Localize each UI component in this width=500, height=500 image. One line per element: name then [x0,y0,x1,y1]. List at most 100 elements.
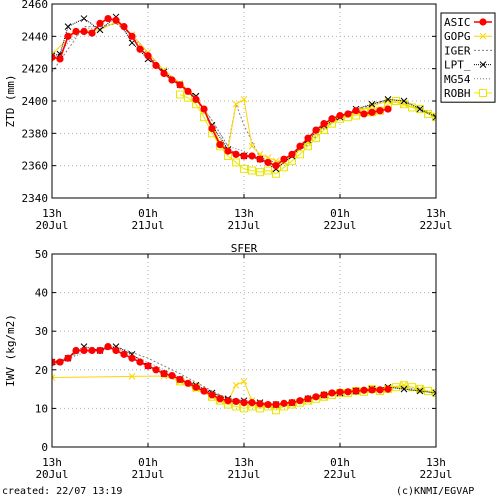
iwv-series-gopg-point [128,373,136,380]
ztd-series-asic-point [344,110,352,118]
ztd-series-robh-point [304,142,312,151]
ztd-series-gopg-point [248,142,256,150]
ztd-series-robh-point [176,90,184,99]
ztd-series-asic-point [288,150,296,158]
iwv-series-asic-point [248,399,256,407]
ztd-series-asic-point [264,158,272,167]
ztd-series-robh-point [416,105,424,114]
ztd-series-robh-point [312,134,320,143]
iwv-series-asic-point [104,343,112,351]
ztd-series-asic-point [192,95,200,103]
ztd-plot-area [52,13,436,178]
legend-box [440,12,496,103]
ztd-ytick-label: 2420 [22,63,49,76]
ztd-series-asic-point [352,107,360,115]
iwv-xtick-label: 21Jul [227,468,260,481]
ztd-series-lpt-point [416,105,424,113]
ztd-series-asic-point [120,23,128,31]
iwv-series-asic-point [328,389,336,397]
ztd-series-lpt-point [64,23,72,30]
ztd-series-robh-point [280,163,288,172]
ztd-series-asic-point [312,126,320,134]
ztd-ytick-label: 2340 [22,192,49,205]
ztd-series-asic-point [320,120,328,128]
ztd-series-asic-point [168,76,176,84]
ztd-series-robh-point [248,166,256,175]
legend-robh-label: ROBH [444,87,471,100]
iwv-xtick-label: 01h [138,456,158,469]
ztd-series-asic-point [200,105,208,113]
ztd-series-asic-point [208,124,216,133]
ztd-series-robh-point [272,169,280,178]
iwv-series-robh-point [408,383,416,392]
iwv-series-asic-point [360,386,368,394]
ztd-series-lpt-point [432,113,436,121]
ztd-series-asic-point [256,155,264,163]
ztd-series-asic-point [56,55,64,63]
iwv-series-asic-point [120,350,128,358]
ztd-series-asic-point [112,16,120,24]
ztd-series-asic-point [376,107,384,115]
ztd-series-asic-point [88,29,96,37]
ztd-series-asic-point [272,162,280,170]
ztd-series-asic-point [240,152,248,160]
legend-gopg-label: GOPG [444,30,471,43]
iwv-series-lpt-point [416,387,424,395]
ztd-series-asic-point [216,141,224,149]
ztd-series-asic-point [80,27,88,36]
iwv-y-axis-label: IWV (kg/m2) [4,314,17,387]
ztd-series-asic-point [136,45,144,53]
iwv-series-asic-point [216,395,224,403]
ztd-series-lpt-point [80,15,88,22]
ztd-xtick-label: 22Jul [419,219,452,232]
iwv-series-asic-point [168,371,176,380]
ztd-series-asic-point [104,14,112,23]
ztd-series-robh-point [264,166,272,175]
ztd-series-asic-point [368,108,376,116]
iwv-series-iger-line [52,346,436,406]
iwv-xtick-label: 20Jul [35,468,68,481]
legend-asic-label: ASIC [444,16,471,29]
ztd-xtick-label: 13h [426,207,446,220]
iwv-series-asic-point [264,400,272,409]
iwv-series-asic-point [80,346,88,355]
ztd-series-asic-point [160,69,168,78]
iwv-series-asic-point [144,362,152,370]
iwv-series-asic-point [224,397,232,405]
ztd-series-lpt-line [52,16,436,170]
ztd-series-asic-point [96,19,104,27]
ztd-series-robh-point [232,158,240,167]
iwv-series-asic-point [280,399,288,407]
ztd-ytick-label: 2360 [22,160,49,173]
iwv-ytick-label: 20 [35,364,48,377]
ztd-series-gopg-point [368,102,376,110]
ztd-xtick-label: 01h [330,207,350,220]
ztd-series-asic-point [72,27,80,36]
iwv-series-asic-point [240,399,248,407]
iwv-series-asic-point [384,385,392,393]
ztd-series-robh-point [296,150,304,159]
ztd-y-axis-label: ZTD (mm) [4,75,17,128]
iwv-series-asic-point [96,346,104,355]
iwv-series-asic-point [368,386,376,394]
ztd-xtick-label: 21Jul [131,219,164,232]
iwv-series-asic-point [52,358,56,366]
iwv-series-asic-point [288,399,296,407]
ztd-series-lpt-point [96,26,104,34]
iwv-series-asic-point [352,387,360,395]
iwv-series-robh-point [432,388,436,397]
iwv-xtick-label: 21Jul [131,468,164,481]
legend-gopg-marker [479,32,487,40]
iwv-xtick-label: 13h [234,456,254,469]
ztd-series-asic-point [232,150,240,158]
iwv-series-asic-point [208,391,216,399]
ztd-series-lpt-point [384,96,392,103]
iwv-chart: 0102030405013h20Jul01h21Jul13h21Jul01h22… [4,242,453,481]
iwv-series-gopg-point [52,374,56,381]
ztd-series-asic-point [328,115,336,123]
iwv-ytick-label: 30 [35,325,48,338]
iwv-xtick-label: 13h [426,456,446,469]
iwv-series-asic-point [72,346,80,355]
